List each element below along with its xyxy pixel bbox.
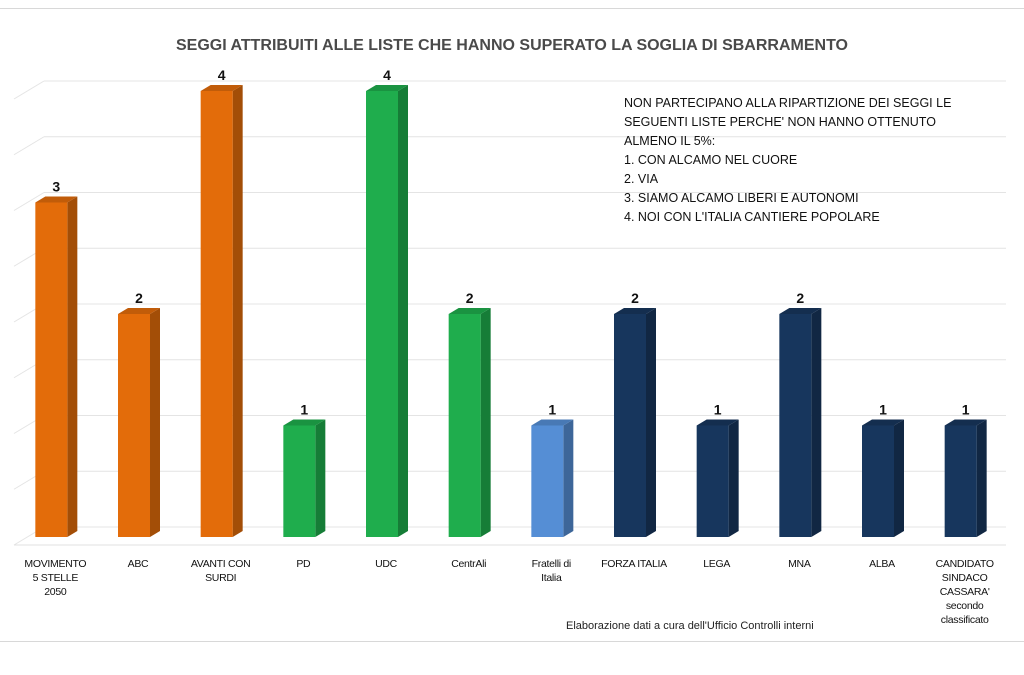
bar-side	[480, 308, 491, 537]
bar-side	[398, 85, 408, 537]
bar-top	[366, 85, 408, 91]
bar-top	[944, 419, 987, 426]
bar-front	[862, 425, 894, 537]
bar-top	[779, 308, 822, 314]
category-label: FORZA ITALIA	[601, 558, 667, 570]
bar-front	[531, 425, 564, 537]
bar-front	[696, 425, 729, 537]
bar-side	[232, 85, 243, 537]
note-line: 2. VIA	[624, 172, 659, 186]
bar-side	[894, 419, 904, 537]
bar-top	[118, 308, 160, 314]
bar-side	[150, 308, 160, 537]
bar-top	[531, 419, 574, 426]
bottom-border	[0, 641, 1024, 642]
category-label: PD	[296, 558, 311, 570]
note-line: SEGUENTI LISTE PERCHE' NON HANNO OTTENUT…	[624, 115, 936, 129]
bar-top	[614, 308, 656, 314]
bar-top	[35, 196, 78, 203]
bar-side	[728, 419, 739, 537]
bar	[366, 85, 408, 537]
bar	[283, 419, 326, 537]
data-label: 4	[218, 67, 226, 83]
category-label: LEGA	[703, 558, 730, 570]
bar	[35, 196, 78, 537]
bar	[200, 85, 243, 537]
note-line: NON PARTECIPANO ALLA RIPARTIZIONE DEI SE…	[624, 96, 952, 110]
top-border	[0, 8, 1024, 9]
source-footnote: Elaborazione dati a cura dell'Ufficio Co…	[566, 620, 814, 632]
bar-top	[696, 419, 739, 426]
data-label: 1	[548, 402, 556, 418]
data-label: 1	[714, 402, 722, 418]
data-label: 1	[962, 402, 970, 418]
data-label: 3	[52, 179, 60, 195]
bar-side	[315, 419, 326, 537]
bar-front	[366, 91, 398, 537]
category-label: CentrAli	[451, 558, 486, 570]
category-label: CANDIDATO SINDACO CASSARA' secondo classific…	[936, 558, 994, 626]
note-line: 1. CON ALCAMO NEL CUORE	[624, 153, 798, 167]
bar	[944, 419, 987, 537]
data-label: 2	[796, 290, 804, 306]
bar-top	[448, 308, 491, 314]
bar	[614, 308, 656, 537]
category-label: Fratelli di Italia	[532, 558, 571, 584]
bar-side	[646, 308, 656, 537]
bar	[118, 308, 160, 537]
data-label: 2	[631, 290, 639, 306]
bar-front	[779, 314, 812, 537]
bar-side	[976, 419, 987, 537]
bar	[779, 308, 822, 537]
bar-front	[944, 425, 977, 537]
data-label: 4	[383, 67, 391, 83]
note-line: ALMENO IL 5%:	[624, 134, 716, 148]
bar-front	[200, 91, 233, 537]
gridline-diagonal	[13, 136, 45, 156]
category-label: MOVIMENTO 5 STELLE 2050	[24, 558, 86, 598]
gridline-diagonal	[13, 192, 45, 211]
bar-front	[614, 314, 646, 537]
bar-top	[862, 419, 904, 426]
bar	[531, 419, 574, 537]
note-line: 3. SIAMO ALCAMO LIBERI E AUTONOMI	[624, 191, 859, 205]
bar-front	[35, 202, 68, 537]
note-line: 4. NOI CON L'ITALIA CANTIERE POPOLARE	[624, 210, 880, 224]
chart-title: SEGGI ATTRIBUITI ALLE LISTE CHE HANNO SU…	[176, 37, 848, 54]
chart-bars	[35, 85, 987, 537]
bar	[448, 308, 491, 537]
bar-front	[118, 314, 150, 537]
category-label: ALBA	[869, 558, 895, 570]
bar-top	[283, 419, 326, 426]
category-label: MNA	[788, 558, 811, 570]
category-labels: MOVIMENTO 5 STELLE 2050 ABC AVANTI CON SURDI P…	[24, 558, 994, 626]
category-label: AVANTI CON SURDI	[191, 558, 251, 584]
data-label: 1	[300, 402, 308, 418]
category-label: ABC	[128, 558, 149, 570]
data-labels: 3 2 4 1 4 2 1 2 1 2 1 1	[52, 67, 969, 418]
bar-side	[811, 308, 822, 537]
bar-side	[563, 419, 574, 537]
bar-front	[283, 425, 316, 537]
data-label: 1	[879, 402, 887, 418]
bar	[696, 419, 739, 537]
bar-top	[200, 85, 243, 91]
exclusion-note: NON PARTECIPANO ALLA RIPARTIZIONE DEI SE…	[624, 94, 984, 227]
data-label: 2	[135, 290, 143, 306]
category-label: UDC	[375, 558, 398, 570]
data-label: 2	[466, 290, 474, 306]
bar-front	[448, 314, 481, 537]
bar	[862, 419, 904, 537]
gridline-diagonal	[13, 80, 45, 100]
bar-side	[67, 196, 78, 537]
